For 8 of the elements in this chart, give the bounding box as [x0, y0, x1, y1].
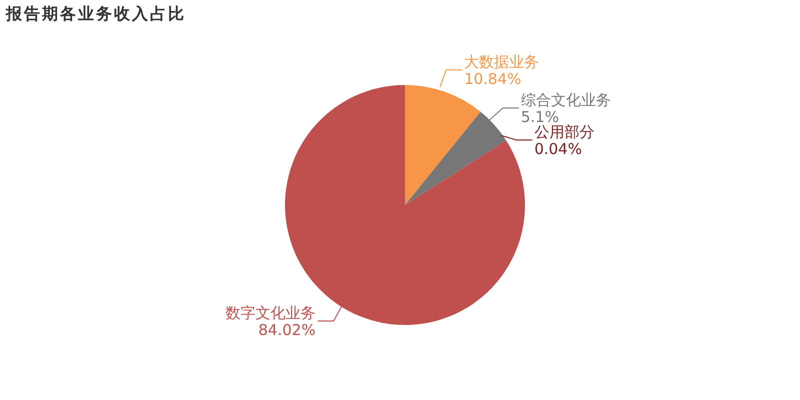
slice-label: 数字文化业务	[226, 304, 316, 322]
data-label: 0.04%	[534, 140, 582, 158]
data-label: 84.02%	[258, 320, 316, 339]
slice-label: 大数据业务	[464, 52, 540, 71]
data-label: 10.84%	[464, 70, 522, 88]
pie-slice	[405, 85, 481, 205]
slice-label: 综合文化业务	[520, 91, 611, 110]
text: 报告期各业务收入占比	[6, 4, 186, 25]
